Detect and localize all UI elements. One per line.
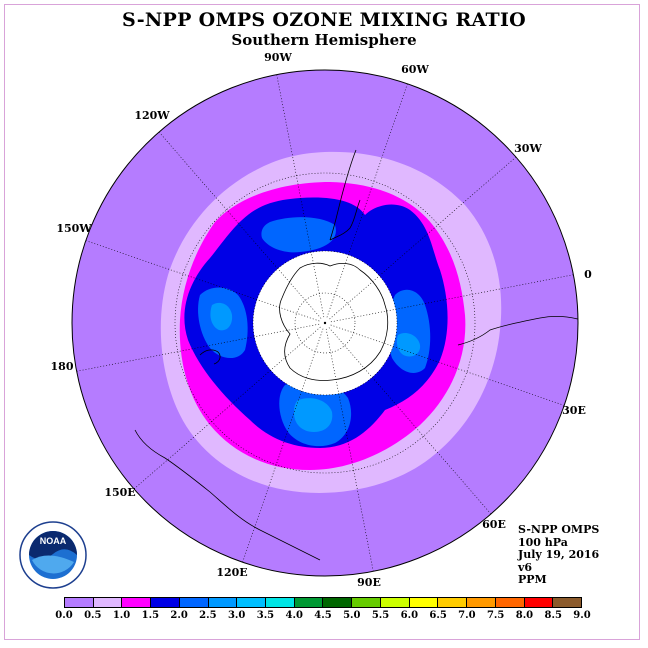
colorbar-swatch — [151, 598, 180, 607]
meridian-line — [242, 328, 324, 563]
ozone-band-2-5 — [294, 398, 333, 432]
meridians — [76, 74, 574, 572]
colorbar-tick-label: 0.5 — [84, 610, 102, 621]
meridian-line — [326, 83, 408, 318]
colorbar-tick-label: 1.5 — [141, 610, 160, 621]
colorbar-swatch — [467, 598, 496, 607]
meridian-line — [330, 274, 574, 323]
meridian-line — [158, 131, 322, 319]
colorbar-swatch — [380, 598, 410, 607]
figure-frame — [4, 4, 640, 640]
info-level: 100 hPa — [518, 535, 568, 549]
australia-coastline — [134, 429, 321, 561]
ozone-band-2-0 — [388, 289, 431, 373]
meridian-line — [328, 327, 492, 515]
latitude-circle — [294, 292, 356, 354]
colorbar-tick-label: 4.5 — [314, 610, 332, 621]
colorbar-swatch — [524, 598, 554, 607]
lon-label-180: 180 — [51, 360, 74, 373]
info-instrument: S-NPP OMPS — [518, 523, 600, 536]
info-block: S-NPP OMPS 100 hPa July 19, 2016 v6 PPM — [518, 523, 600, 587]
south-america-coastline — [329, 149, 361, 241]
pole-dot — [323, 321, 327, 325]
colorbar — [64, 597, 582, 608]
colorbar-tick-label: 3.5 — [256, 610, 275, 621]
lon-label-60w: 60W — [401, 63, 429, 76]
info-version: v6 — [518, 560, 533, 574]
info-date: July 19, 2016 — [518, 548, 600, 561]
meridian-line — [85, 240, 320, 322]
colorbar-swatch — [266, 598, 295, 607]
meridian-line — [330, 324, 565, 406]
colorbar-swatch — [179, 598, 209, 607]
lon-label-150e: 150E — [104, 486, 135, 499]
latitude-circle — [252, 250, 398, 396]
lon-label-120w: 120W — [134, 109, 170, 122]
colorbar-tick-label: 4.0 — [285, 610, 303, 621]
meridian-line — [76, 323, 320, 372]
lon-label-30w: 30W — [514, 142, 542, 155]
colorbar-tick-label: 1.0 — [112, 610, 131, 621]
new-zealand-coastline — [199, 349, 221, 365]
colorbar-swatch — [294, 598, 324, 607]
lon-label-120e: 120E — [216, 566, 247, 579]
colorbar-swatch — [409, 598, 439, 607]
ozone-band-2-5 — [396, 333, 421, 357]
colorbar-tick-label: 5.0 — [343, 610, 361, 621]
colorbar-tick-label: 0.0 — [55, 610, 73, 621]
meridian-line — [276, 74, 325, 318]
colorbar-tick-label: 2.0 — [170, 610, 188, 621]
colorbar-swatch — [495, 598, 525, 607]
lon-label-90e: 90E — [357, 576, 381, 589]
colorbar-swatch — [438, 598, 468, 607]
svg-text:NOAA: NOAA — [40, 536, 67, 546]
meridian-line — [133, 326, 321, 490]
ozone-band-2-0 — [261, 217, 336, 253]
meridian-line — [325, 328, 374, 572]
noaa-logo: NOAA — [19, 521, 87, 589]
info-units: PPM — [518, 573, 547, 586]
colorbar-tick-label: 5.5 — [371, 610, 390, 621]
colorbar-swatch — [208, 598, 238, 607]
africa-coastline — [457, 315, 578, 346]
colorbar-tick-label: 7.0 — [458, 610, 476, 621]
colorbar-tick-label: 7.5 — [486, 610, 505, 621]
lon-label-90w: 90W — [264, 51, 292, 64]
lon-label-60e: 60E — [482, 518, 506, 531]
colorbar-tick-label: 6.5 — [429, 610, 447, 621]
colorbar-swatch — [122, 598, 152, 607]
colorbar-ticks: 0.0 0.5 1.0 1.5 2.0 2.5 3.0 3.5 4.0 4.5 5.0 5.5 6.0 6… — [0, 610, 648, 624]
map-border — [71, 69, 579, 577]
colorbar-swatch — [237, 598, 267, 607]
colorbar-tick-label: 6.0 — [400, 610, 419, 621]
colorbar-tick-label: 2.5 — [199, 610, 217, 621]
colorbar-tick-label: 8.0 — [515, 610, 534, 621]
map-subtitle: Southern Hemisphere — [231, 31, 417, 49]
colorbar-swatch — [553, 598, 581, 607]
colorbar-tick-label: 8.5 — [544, 610, 562, 621]
lon-label-30e: 30E — [562, 404, 586, 417]
latitude-circle — [174, 172, 476, 474]
meridian-line — [329, 156, 517, 320]
lon-label-0: 0 — [584, 268, 592, 281]
colorbar-tick-label: 9.0 — [573, 610, 591, 621]
colorbar-swatch — [93, 598, 123, 607]
lon-label-150w: 150W — [56, 222, 92, 235]
colorbar-swatch — [352, 598, 381, 607]
colorbar-swatch — [323, 598, 353, 607]
ozone-band-2-5 — [210, 302, 233, 331]
colorbar-tick-label: 3.0 — [227, 610, 246, 621]
map-title: S-NPP OMPS OZONE MIXING RATIO — [121, 9, 527, 31]
colorbar-swatch — [65, 598, 94, 607]
